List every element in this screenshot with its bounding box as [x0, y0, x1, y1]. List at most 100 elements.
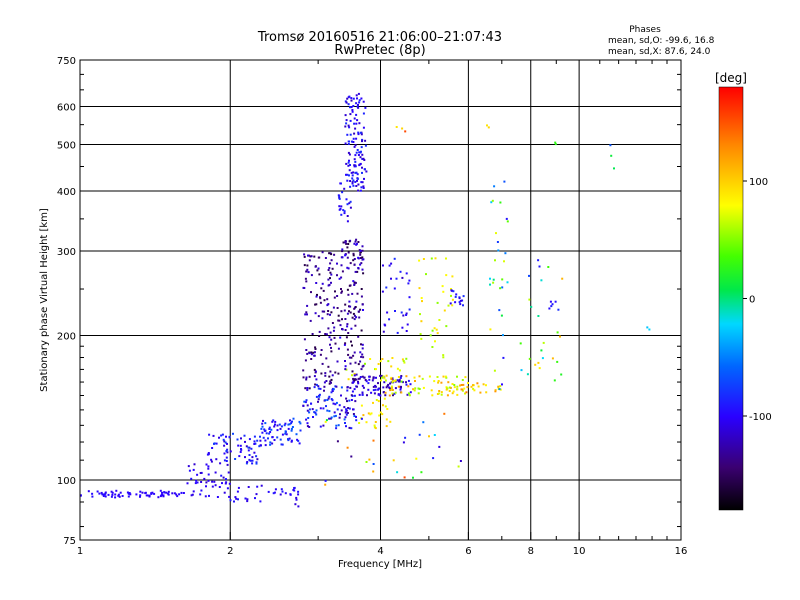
data-point: [315, 413, 318, 416]
data-point: [313, 351, 316, 354]
data-point: [336, 274, 338, 277]
data-point: [291, 420, 293, 423]
data-point: [280, 425, 283, 428]
data-point: [204, 495, 207, 498]
data-point: [348, 159, 350, 162]
data-point: [261, 422, 264, 425]
data-point: [346, 386, 349, 389]
data-point: [199, 472, 202, 474]
data-point: [361, 393, 364, 396]
data-point: [334, 403, 337, 406]
data-point: [445, 386, 448, 389]
data-point: [397, 385, 400, 388]
data-point: [119, 491, 122, 494]
data-point: [259, 500, 262, 503]
data-point: [305, 418, 308, 421]
data-point: [378, 414, 381, 417]
data-point: [352, 377, 355, 380]
data-point: [225, 478, 227, 481]
data-point: [362, 157, 365, 160]
data-point: [218, 486, 221, 488]
data-point: [360, 295, 363, 298]
data-point: [288, 423, 291, 426]
data-point: [291, 426, 294, 428]
data-point: [207, 467, 210, 470]
data-point: [428, 375, 431, 378]
data-point: [118, 495, 121, 498]
data-point: [305, 378, 308, 381]
data-point: [340, 264, 343, 267]
data-point: [237, 444, 240, 447]
data-point: [307, 271, 310, 274]
data-point: [394, 391, 397, 394]
data-point: [350, 427, 353, 430]
data-point: [551, 357, 554, 360]
data-point: [336, 408, 339, 411]
data-point: [345, 409, 348, 412]
data-point: [229, 499, 232, 502]
data-point: [383, 323, 386, 326]
data-point: [447, 304, 450, 307]
data-point: [445, 325, 448, 328]
data-point: [264, 429, 267, 432]
data-point: [348, 426, 351, 429]
data-point: [350, 356, 353, 359]
data-point: [128, 492, 131, 494]
data-point: [248, 458, 251, 461]
data-point: [304, 359, 307, 362]
data-point: [333, 326, 336, 329]
data-point: [175, 493, 178, 496]
data-point: [405, 314, 408, 316]
data-point: [254, 442, 257, 445]
data-point: [274, 420, 277, 423]
data-point: [346, 97, 349, 100]
data-point: [336, 295, 339, 297]
data-point: [178, 493, 181, 496]
data-point: [344, 318, 347, 320]
data-point: [221, 482, 223, 485]
data-point: [391, 380, 394, 383]
data-point: [268, 428, 271, 430]
data-point: [101, 493, 104, 496]
data-point: [264, 439, 267, 442]
data-point: [336, 307, 339, 309]
data-point: [330, 281, 332, 284]
data-point: [344, 254, 347, 257]
data-point: [360, 181, 363, 184]
data-point: [336, 262, 338, 265]
data-point: [349, 200, 352, 203]
data-point: [502, 356, 505, 359]
data-point: [317, 387, 320, 390]
data-point: [396, 367, 399, 370]
data-point: [538, 265, 541, 268]
data-point: [353, 373, 356, 375]
data-point: [456, 388, 459, 391]
data-point: [190, 494, 193, 497]
data-point: [276, 429, 279, 432]
data-point: [279, 438, 282, 441]
data-point: [381, 290, 384, 293]
data-point: [482, 383, 485, 386]
data-point: [351, 292, 354, 295]
data-point: [102, 495, 105, 497]
plot-area: 1 2 4 6 8 10 16 75 100 200 300 400 500 600 750: [57, 56, 687, 557]
data-point: [306, 404, 309, 407]
data-point: [361, 375, 364, 378]
data-point: [322, 289, 325, 292]
data-point: [349, 164, 351, 166]
data-point: [353, 394, 356, 397]
data-point: [504, 252, 507, 255]
data-point: [503, 180, 506, 183]
data-point: [354, 324, 357, 327]
data-point: [345, 122, 348, 125]
data-point: [205, 485, 207, 488]
data-point: [397, 376, 400, 378]
data-point: [384, 405, 387, 408]
data-point: [234, 458, 237, 460]
data-point: [414, 380, 416, 382]
data-point: [405, 381, 407, 384]
data-point: [436, 376, 439, 378]
data-point: [383, 397, 386, 400]
data-point: [284, 432, 287, 435]
data-point: [259, 435, 261, 438]
